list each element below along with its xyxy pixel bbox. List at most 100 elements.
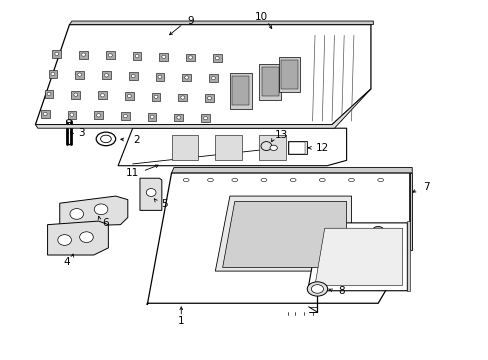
Ellipse shape	[123, 114, 127, 118]
Ellipse shape	[184, 76, 188, 79]
Bar	[151, 93, 160, 101]
Bar	[204, 94, 213, 102]
Polygon shape	[35, 89, 370, 128]
Ellipse shape	[215, 57, 219, 60]
Bar	[208, 74, 217, 82]
Bar	[201, 114, 209, 122]
Bar	[186, 54, 195, 62]
Ellipse shape	[55, 52, 59, 55]
Bar	[79, 51, 88, 59]
Ellipse shape	[177, 116, 181, 119]
Polygon shape	[35, 24, 370, 125]
Ellipse shape	[154, 95, 158, 98]
Bar	[215, 135, 242, 160]
Text: 1: 1	[178, 316, 184, 326]
Bar	[171, 135, 198, 160]
Bar	[259, 135, 285, 160]
Polygon shape	[407, 221, 409, 291]
Ellipse shape	[183, 179, 189, 181]
Ellipse shape	[261, 141, 271, 150]
Ellipse shape	[127, 94, 131, 98]
Bar	[174, 113, 183, 121]
Polygon shape	[69, 21, 372, 24]
Ellipse shape	[78, 73, 81, 76]
Ellipse shape	[104, 74, 108, 77]
Bar	[178, 94, 187, 102]
Bar	[128, 72, 137, 80]
Text: 5: 5	[161, 199, 167, 209]
Ellipse shape	[81, 53, 85, 56]
Bar	[259, 64, 281, 100]
Bar	[121, 112, 129, 120]
Bar	[71, 91, 80, 99]
Ellipse shape	[261, 179, 266, 181]
Bar	[147, 113, 156, 121]
Ellipse shape	[58, 235, 71, 246]
Bar	[212, 54, 221, 62]
Bar	[232, 76, 249, 105]
Bar	[94, 111, 103, 119]
Polygon shape	[147, 173, 409, 305]
Ellipse shape	[70, 208, 83, 219]
Ellipse shape	[372, 226, 383, 234]
Ellipse shape	[135, 54, 139, 58]
Ellipse shape	[181, 96, 184, 99]
Polygon shape	[171, 167, 411, 173]
Ellipse shape	[47, 92, 51, 95]
Ellipse shape	[43, 112, 47, 116]
Text: 4: 4	[63, 257, 70, 267]
Text: 7: 7	[423, 182, 429, 192]
Bar	[132, 52, 141, 60]
Ellipse shape	[162, 55, 165, 58]
Polygon shape	[307, 223, 407, 291]
Bar	[124, 92, 133, 100]
Ellipse shape	[131, 75, 135, 78]
Text: 13: 13	[274, 130, 287, 140]
Bar	[281, 60, 297, 89]
Ellipse shape	[51, 72, 55, 76]
Bar	[261, 67, 278, 96]
Ellipse shape	[207, 179, 213, 181]
Ellipse shape	[377, 179, 383, 181]
Ellipse shape	[80, 232, 93, 243]
Ellipse shape	[269, 145, 277, 150]
Bar	[67, 111, 76, 118]
Polygon shape	[409, 173, 411, 249]
Ellipse shape	[348, 179, 354, 181]
Ellipse shape	[74, 93, 78, 96]
Bar	[44, 90, 53, 98]
Ellipse shape	[94, 204, 108, 215]
Bar	[288, 142, 305, 154]
Ellipse shape	[158, 75, 162, 78]
Text: 11: 11	[126, 168, 139, 178]
Ellipse shape	[97, 114, 101, 117]
Polygon shape	[222, 202, 346, 267]
Bar	[278, 57, 300, 93]
Polygon shape	[47, 221, 108, 255]
Ellipse shape	[289, 179, 295, 181]
Ellipse shape	[70, 113, 74, 116]
Bar	[41, 110, 49, 118]
Ellipse shape	[211, 77, 215, 80]
Ellipse shape	[207, 96, 211, 100]
Bar	[155, 73, 164, 81]
Bar	[159, 53, 168, 61]
Text: 9: 9	[187, 16, 194, 26]
Text: 6: 6	[102, 218, 109, 228]
Polygon shape	[140, 178, 162, 210]
Text: 10: 10	[254, 13, 267, 22]
Bar	[98, 91, 107, 99]
Bar	[287, 141, 306, 154]
Ellipse shape	[150, 115, 154, 118]
Text: 8: 8	[338, 286, 345, 296]
Bar	[52, 50, 61, 58]
Ellipse shape	[306, 282, 327, 296]
Bar	[182, 73, 191, 81]
Bar	[48, 70, 57, 78]
Polygon shape	[60, 196, 127, 226]
Ellipse shape	[188, 56, 192, 59]
Text: 12: 12	[315, 143, 328, 153]
Polygon shape	[118, 128, 346, 166]
Bar	[229, 73, 251, 109]
Ellipse shape	[231, 179, 237, 181]
